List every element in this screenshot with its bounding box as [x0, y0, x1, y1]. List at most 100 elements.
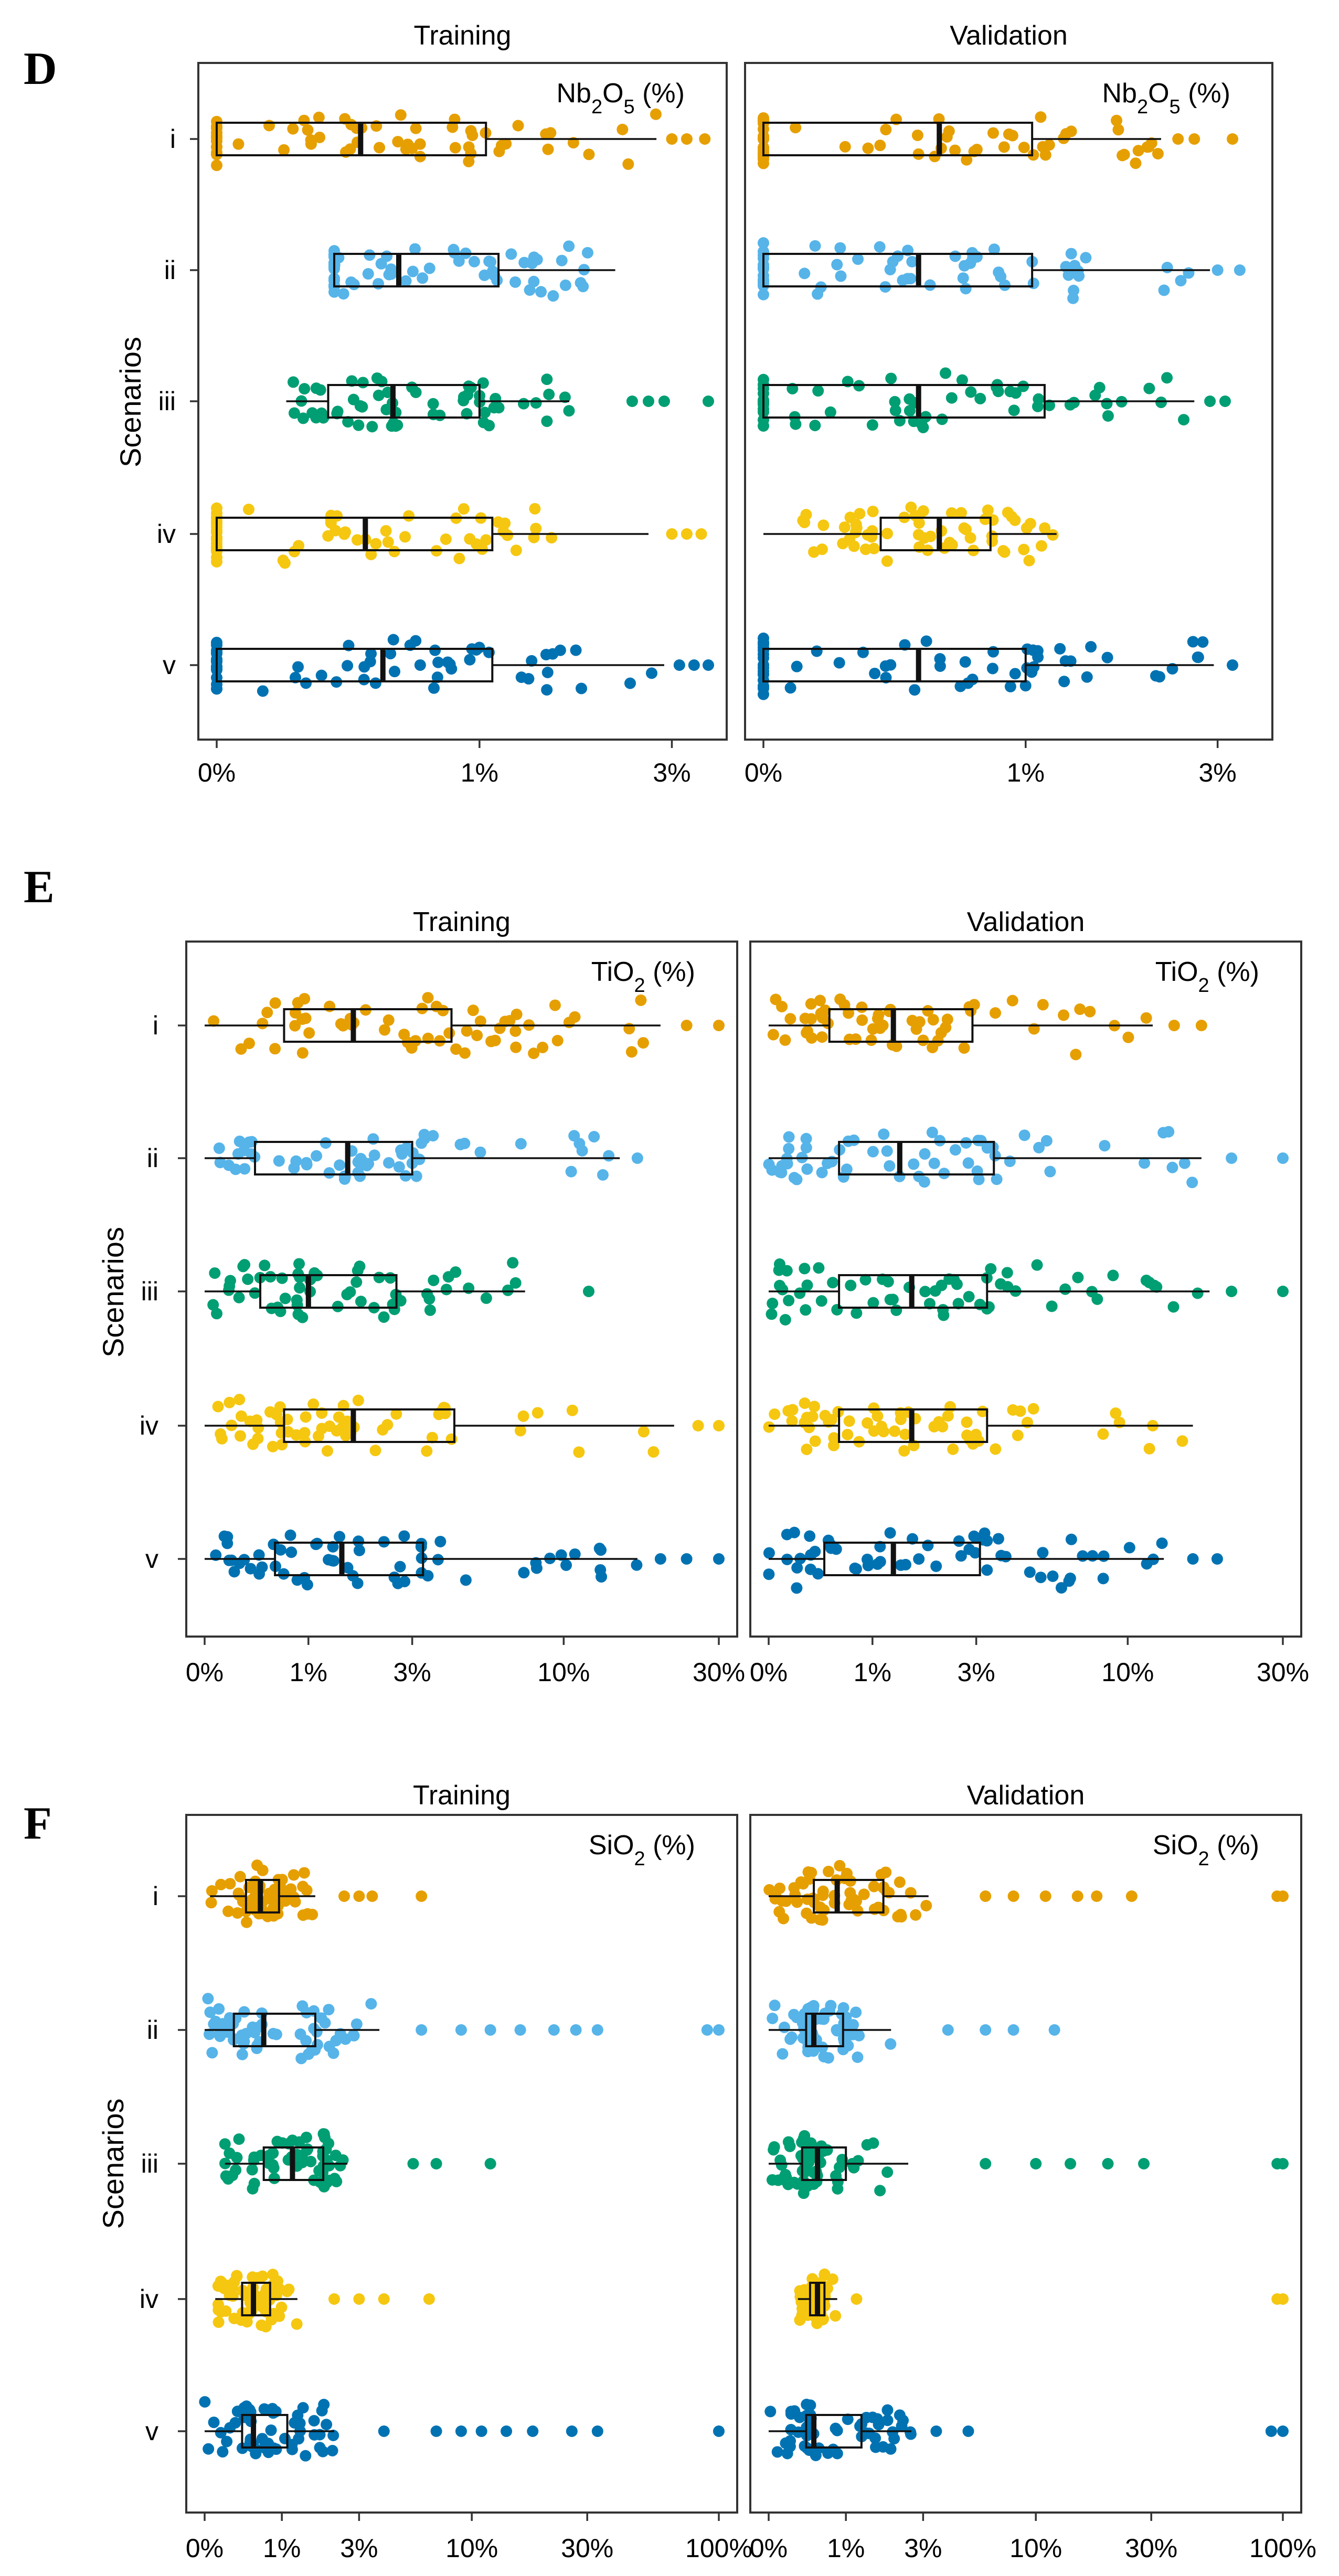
data-point: [333, 1411, 345, 1423]
data-point: [809, 1401, 821, 1413]
data-point: [230, 2164, 242, 2176]
data-point: [842, 2413, 854, 2425]
data-point: [764, 2406, 777, 2418]
data-point: [758, 680, 769, 692]
data-point: [549, 999, 561, 1011]
facet-title: Training: [413, 907, 511, 937]
outlier-point: [566, 2425, 578, 2437]
x-tick-label: 1%: [263, 2534, 301, 2563]
data-point: [429, 644, 441, 656]
outlier-point: [475, 2425, 487, 2437]
data-point: [294, 1282, 306, 1294]
data-point: [295, 2053, 307, 2065]
data-point: [264, 1271, 277, 1283]
data-point: [236, 2029, 248, 2041]
data-point: [854, 2420, 866, 2432]
outlier-point: [527, 2425, 539, 2437]
data-point: [370, 538, 382, 550]
x-tick-label: 1%: [854, 1658, 891, 1687]
data-point: [407, 265, 419, 277]
data-point: [1072, 1271, 1084, 1284]
data-point: [340, 1429, 352, 1441]
data-point: [968, 1530, 980, 1542]
data-point: [362, 268, 374, 280]
data-point: [781, 1265, 793, 1277]
iqr-box: [333, 253, 500, 287]
y-tick-label: i: [170, 124, 176, 154]
data-point: [1017, 380, 1029, 392]
data-point: [410, 635, 422, 647]
outlier-point: [1227, 659, 1239, 671]
data-point: [257, 2270, 269, 2282]
data-point: [881, 2414, 894, 2427]
data-point: [1069, 260, 1081, 272]
data-point: [953, 1535, 965, 1547]
data-point: [885, 659, 897, 671]
data-point: [937, 1420, 949, 1433]
data-point: [315, 669, 327, 681]
data-point: [212, 1401, 224, 1413]
iqr-box: [327, 384, 481, 419]
data-point: [445, 663, 458, 675]
data-point: [1004, 680, 1016, 692]
data-point: [824, 406, 836, 418]
data-point: [479, 269, 491, 281]
data-point: [892, 250, 904, 262]
data-point: [576, 1145, 588, 1157]
data-point: [926, 1126, 938, 1138]
data-point: [393, 1161, 405, 1173]
data-point: [800, 1141, 812, 1153]
y-tick-label: iii: [158, 387, 176, 416]
data-point: [783, 1131, 795, 1143]
data-point: [264, 1406, 276, 1418]
outlier-point: [328, 2293, 340, 2305]
data-point: [423, 262, 435, 274]
data-point: [512, 120, 524, 132]
outlier-point: [582, 1286, 594, 1297]
data-point: [1001, 1267, 1013, 1279]
data-point: [569, 1548, 581, 1560]
data-point: [388, 546, 400, 558]
data-point: [814, 995, 826, 1007]
data-point: [474, 1146, 486, 1158]
data-point: [556, 254, 568, 266]
scenario-i: [758, 111, 1239, 169]
data-point: [297, 412, 309, 424]
iqr-box: [274, 1542, 424, 1576]
data-point: [776, 1001, 788, 1013]
data-point: [913, 1553, 925, 1565]
data-point: [266, 2147, 278, 2160]
data-point: [987, 646, 999, 658]
data-point: [961, 154, 973, 166]
data-point: [342, 660, 354, 672]
data-point: [783, 1142, 795, 1155]
data-point: [231, 1907, 243, 1919]
data-point: [880, 124, 892, 136]
data-point: [515, 1138, 527, 1150]
data-point: [510, 1041, 522, 1053]
data-point: [541, 684, 553, 696]
data-point: [960, 523, 972, 536]
data-point: [837, 2002, 849, 2014]
data-point: [856, 1001, 868, 1013]
data-point: [237, 1260, 249, 1273]
data-point: [959, 656, 971, 668]
data-point: [1087, 1550, 1099, 1562]
data-point: [276, 1439, 288, 1451]
panel-letter: F: [24, 1798, 52, 1849]
outlier-point: [666, 133, 678, 145]
data-point: [545, 127, 557, 139]
quantity-label: SiO2 (%): [589, 1830, 695, 1870]
data-point: [385, 268, 397, 280]
data-point: [917, 505, 929, 517]
data-point: [987, 127, 999, 139]
data-point: [383, 1157, 395, 1169]
x-tick-label: 100%: [1249, 2534, 1316, 2563]
outlier-point: [484, 2158, 496, 2169]
data-point: [324, 1000, 336, 1012]
outlier-point: [695, 528, 707, 540]
data-point: [1006, 995, 1018, 1007]
data-point: [583, 148, 595, 161]
data-point: [831, 1303, 843, 1316]
data-point: [924, 530, 937, 542]
